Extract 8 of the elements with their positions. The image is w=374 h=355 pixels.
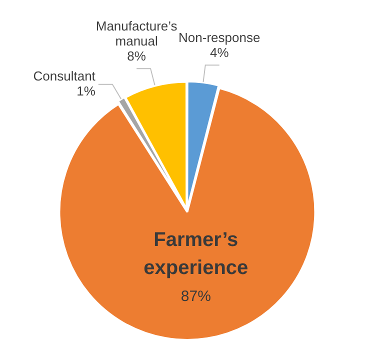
slice-label: Non-response <box>178 30 260 46</box>
data-label: 1% <box>76 83 96 98</box>
data-label: 8% <box>127 48 146 64</box>
slice-label: Consultant <box>33 68 96 84</box>
data-label: 87% <box>180 288 211 305</box>
slice-label: Farmer’s experience <box>144 229 248 280</box>
data-label: 4% <box>210 45 230 60</box>
slice-label: Manufacture’s manual <box>96 18 178 49</box>
